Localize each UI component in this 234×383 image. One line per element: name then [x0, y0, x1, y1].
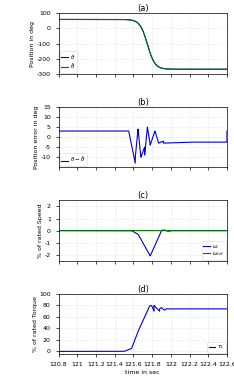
- Y-axis label: Position in deg: Position in deg: [30, 21, 36, 67]
- Legend: $\omega$, $\omega_{ref}$: $\omega$, $\omega_{ref}$: [202, 241, 226, 260]
- Title: (c): (c): [137, 192, 148, 200]
- Legend: $\theta - \hat{\theta}$: $\theta - \hat{\theta}$: [60, 153, 87, 166]
- Y-axis label: Position error in deg: Position error in deg: [34, 105, 40, 169]
- Title: (a): (a): [137, 4, 149, 13]
- Legend: $\theta$, $\hat{\theta}$: $\theta$, $\hat{\theta}$: [60, 51, 77, 73]
- Y-axis label: % of rated Speed: % of rated Speed: [38, 203, 43, 258]
- X-axis label: time in sec: time in sec: [125, 370, 160, 375]
- Y-axis label: % of rated Torque: % of rated Torque: [33, 296, 38, 352]
- Title: (d): (d): [137, 285, 149, 294]
- Title: (b): (b): [137, 98, 149, 107]
- Legend: $\tau_L$: $\tau_L$: [207, 342, 226, 353]
